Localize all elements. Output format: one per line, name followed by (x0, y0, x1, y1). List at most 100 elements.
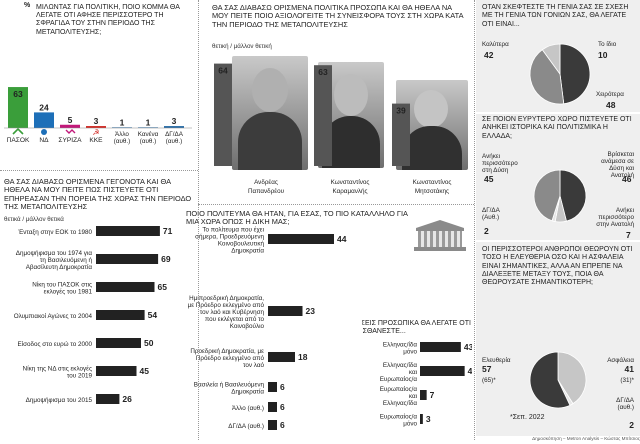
regime-label: Βασιλεία ή Βασιλευόμενη Δημοκρατία (194, 381, 265, 396)
regime-bar (268, 420, 277, 430)
event-bar (96, 226, 160, 236)
regime-value: 6 (280, 420, 285, 430)
regime-bar (268, 306, 303, 316)
regime-bar (268, 352, 295, 362)
kke-hammer-icon: ☭ (92, 128, 99, 137)
events-question: ΘΑ ΣΑΣ ΔΙΑΒΑΣΩ ΟΡΙΣΜΕΝΑ ΓΕΓΟΝΟΤΑ ΚΑΙ ΘΑ … (4, 177, 192, 212)
politician-value: 64 (218, 66, 228, 76)
identity-value: 43 (464, 342, 472, 352)
event-label: Ολυμπιακοί Αγώνες το 2004 (14, 312, 93, 320)
politician-name: Κωνσταντίνος Καραμανλής (331, 178, 370, 195)
event-label: Είσοδος στο ευρώ το 2000 (18, 340, 93, 348)
politicians-chart: 64 63 39 Ανδρέας Παπανδρέου Κωνσταντίνος Καραμ… (214, 63, 452, 195)
generation-label: Καλύτερα (482, 40, 509, 48)
party-value: 1 (146, 117, 151, 127)
party-bar (138, 127, 158, 128)
regime-question: ΠΟΙΟ ΠΟΛΙΤΕΥΜΑ ΘΑ ΗΤΑΝ, ΓΙΑ ΕΣΑΣ, ΤΟ ΠΙΟ… (186, 209, 408, 227)
events-subtitle: θετικά / μάλλον θετικά (4, 216, 64, 223)
west-east-question: ΣΕ ΠΟΙΟΝ ΕΥΡΥΤΕΡΟ ΧΩΡΟ ΠΙΣΤΕΥΕΤΕ ΟΤΙ ΑΝΗ… (482, 116, 632, 140)
regime-bar (268, 234, 334, 244)
event-value: 26 (122, 394, 132, 404)
generation-value: 48 (606, 100, 616, 110)
politician-name: Κωνσταντίνος Μητσοτάκης (413, 178, 452, 195)
party-bar-chart: 63 ΠΑΣΟΚ 24 ΝΔ 5 ΣΥΡΙΖΑ 3 ΚΚΕ 1 Άλλο (αυθ.) 1 Κανένα… (4, 87, 192, 145)
event-value: 50 (144, 338, 154, 348)
party-label: ΠΑΣΟΚ (7, 137, 30, 144)
regime-bar (268, 402, 277, 412)
west-east-label: Ανήκει περισσότερο στη Δύση (482, 153, 518, 174)
party-panel: ΜΙΛΩΝΤΑΣ ΓΙΑ ΠΟΛΙΤΙΚΗ, ΠΟΙΟ ΚΟΜΜΑ ΘΑ ΛΕΓ… (0, 0, 196, 168)
identity-label: Ευρωπαίος/α μόνο (380, 413, 418, 428)
regime-label: Προεδρική Δημοκρατία, με Πρόεδρο εκλεγμέν… (190, 347, 264, 369)
event-value: 54 (148, 310, 158, 320)
west-east-label: ΔΓ/ΔΑ (Αυθ.) (482, 207, 501, 221)
event-bar (96, 338, 141, 348)
party-label: ΔΓ/ΔΑ (αυθ.) (165, 131, 184, 145)
party-value: 63 (13, 89, 23, 99)
generation-question: ΟΤΑΝ ΣΚΕΦΤΕΣΤΕ ΤΗ ΓΕΝΙΑ ΣΑΣ ΣΕ ΣΧΕΣΗ ΜΕ … (482, 4, 629, 28)
event-bar (96, 366, 137, 376)
portrait-papandreou (232, 56, 308, 170)
west-east-slice (533, 169, 561, 222)
identity-panel: ΕΣΕΙΣ ΠΡΟΣΩΠΙΚΑ ΘΑ ΛΕΓΑΤΕ ΟΤΙ ΑΙΣΘΑΝΕΣΤΕ… (362, 320, 472, 436)
freedom-security-question: ΟΙ ΠΕΡΙΣΣΟΤΕΡΟΙ ΑΝΘΡΩΠΟΙ ΘΕΩΡΟΥΝ ΟΤΙ ΤΟΣ… (482, 246, 633, 287)
identity-bar (420, 390, 427, 400)
freedom-security-label: Ασφάλεια (607, 356, 634, 364)
west-east-value: 46 (622, 174, 632, 184)
politician-bar (392, 103, 410, 166)
identity-label: Ελληνας/ίδα και Ευρωπαίος/α (380, 361, 418, 383)
identity-bar (420, 366, 465, 376)
nd-torch-icon (41, 129, 47, 135)
survey-footnote: *Σεπ. 2022 (510, 414, 545, 421)
event-value: 45 (140, 366, 150, 376)
identity-bar (420, 342, 461, 352)
regime-bar (268, 382, 277, 392)
separator (0, 170, 198, 171)
party-bar (34, 112, 54, 128)
regime-value: 44 (337, 234, 347, 244)
party-bar (8, 87, 28, 128)
party-value: 3 (94, 116, 99, 126)
west-east-value: 45 (484, 174, 494, 184)
regime-label: Άλλο (αυθ.) (232, 405, 264, 412)
event-label: Δημοψήφισμα του 2015 (26, 397, 93, 404)
generation-slice (541, 43, 561, 76)
generation-label: Το ίδιο (598, 40, 617, 48)
freedom-security-panel: ΟΙ ΠΕΡΙΣΣΟΤΕΡΟΙ ΑΝΘΡΩΠΟΙ ΘΕΩΡΟΥΝ ΟΤΙ ΤΟΣ… (476, 242, 640, 436)
politician-name: Ανδρέας Παπανδρέου (248, 178, 285, 195)
events-bar-chart: 71 Ένταξη στην ΕΟΚ το 1980 69 Δημοψήφισμα τ… (14, 226, 173, 404)
identity-bar (420, 414, 423, 424)
freedom-security-slice (529, 351, 571, 409)
generation-value: 10 (598, 50, 608, 60)
party-bar (86, 126, 106, 128)
west-east-label: Ανήκει περισσότερο στην Ανατολή (596, 207, 634, 228)
identity-value: 3 (426, 414, 431, 424)
parliament-building-icon (412, 220, 468, 252)
separator (474, 0, 475, 440)
party-label: ΝΔ (39, 137, 49, 144)
generation-slice (529, 49, 565, 105)
party-label: Άλλο (αυθ.) (114, 131, 131, 145)
freedom-security-label: ΔΓ/ΔΑ (αυθ.) (616, 397, 635, 411)
event-value: 65 (158, 282, 168, 292)
events-panel: ΘΑ ΣΑΣ ΔΙΑΒΑΣΩ ΟΡΙΣΜΕΝΑ ΓΕΓΟΝΟΤΑ ΚΑΙ ΘΑ … (0, 172, 196, 434)
party-label: Κανένα (αυθ.) (138, 130, 159, 145)
identity-value: 7 (430, 390, 435, 400)
event-bar (96, 282, 155, 292)
freedom-security-label: Ελευθερία (482, 356, 511, 364)
event-label: Νίκη του ΠΑΣΟΚ στις εκλογές του 1981 (32, 281, 92, 296)
party-label: ΣΥΡΙΖΑ (58, 137, 82, 144)
regime-panel: ΠΟΙΟ ΠΟΛΙΤΕΥΜΑ ΘΑ ΗΤΑΝ, ΓΙΑ ΕΣΑΣ, ΤΟ ΠΙΟ… (172, 206, 472, 436)
identity-label: Ελληνας/ίδα μόνο (383, 341, 418, 356)
regime-value: 6 (280, 382, 285, 392)
party-value: 3 (172, 116, 177, 126)
party-bar (164, 126, 184, 128)
freedom-security-previous: (31)* (620, 377, 634, 384)
event-label: Δημοψήφισμα του 1974 για τη Βασιλευόμενη … (16, 250, 93, 271)
event-bar (96, 254, 159, 264)
politicians-subtitle: θετική / μάλλον θετική (212, 43, 272, 50)
source-credit: Δημοσκόπηση – Metron Analysis – Κώστας Μ… (532, 436, 640, 441)
unit-percent: % (24, 2, 31, 9)
